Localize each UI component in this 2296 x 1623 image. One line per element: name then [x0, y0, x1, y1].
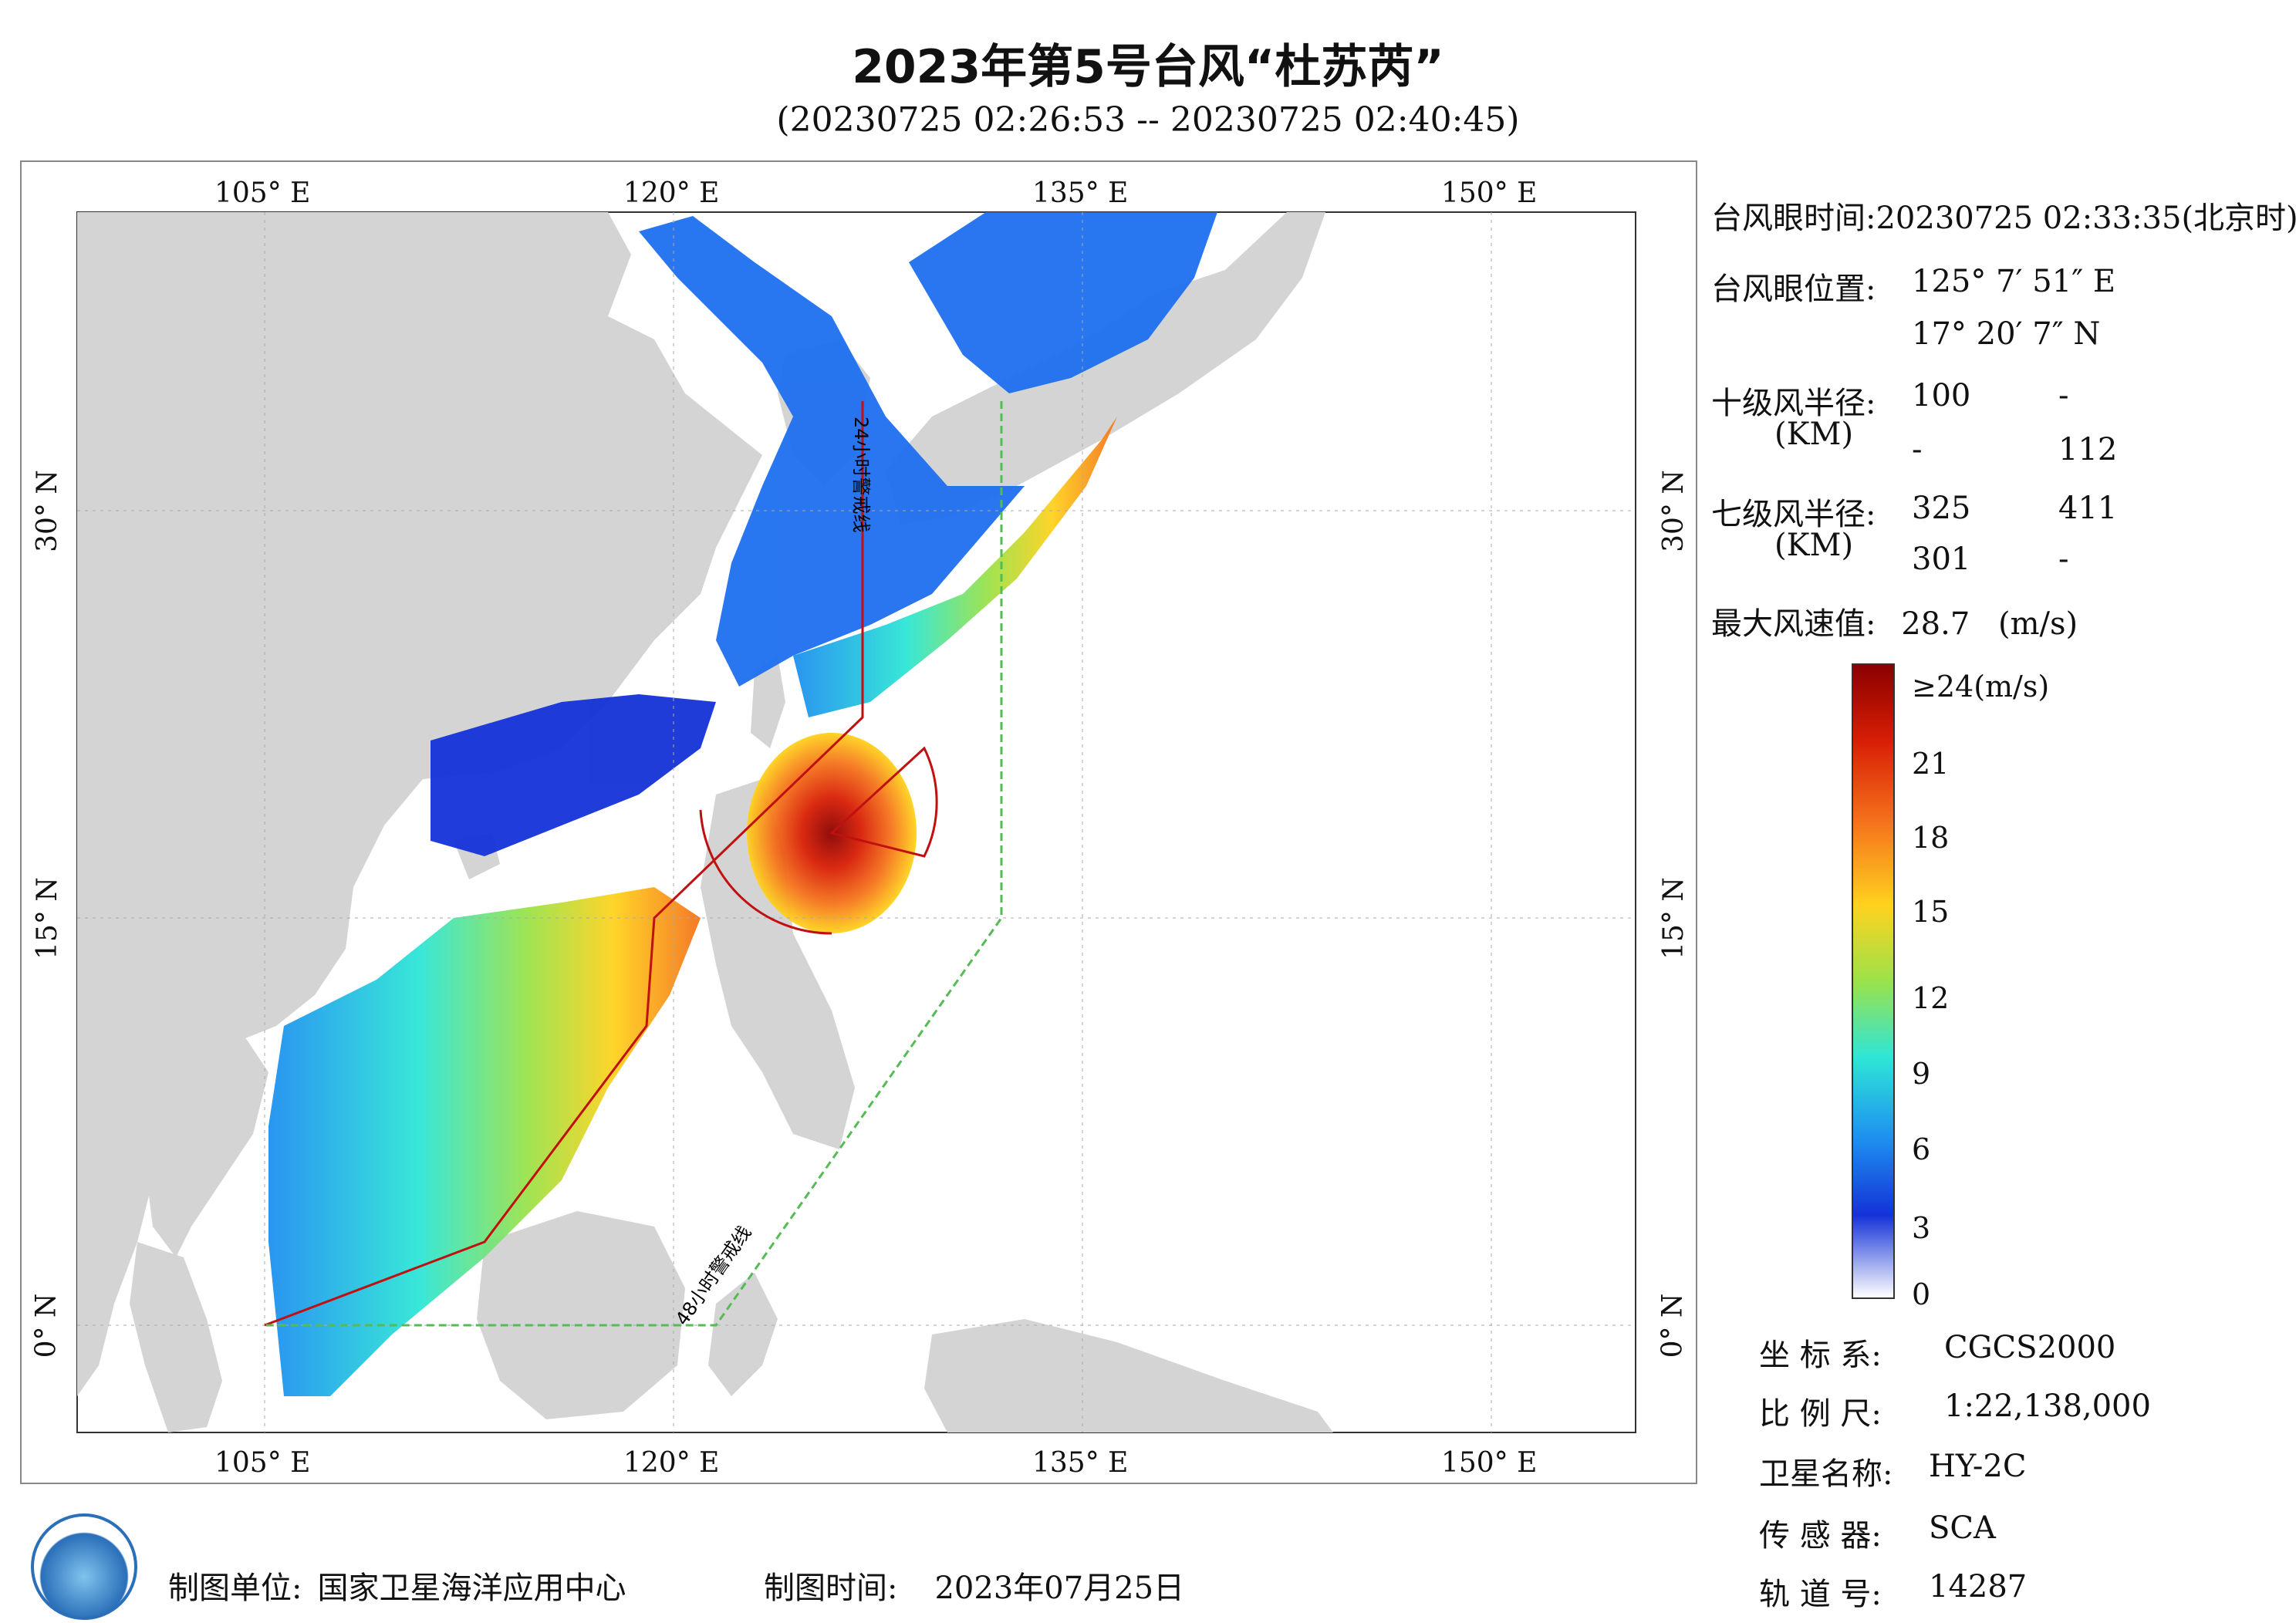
max-wind-row: 最大风速值: 28.7 (m/s) [1711, 599, 2078, 643]
colorbar [1852, 663, 1895, 1299]
eye-pos-label: 台风眼位置: [1711, 272, 1876, 307]
eye-lat-value: 17° 20′ 7″ N [1912, 316, 2101, 352]
map-frame: 24小时警戒线 48小时警戒线 105° E 120° E 135° E 150… [20, 160, 1697, 1484]
borneo [477, 1211, 685, 1419]
lon-tick-top-135: 135° E [1032, 177, 1129, 209]
r7-value-ne: 325 [1912, 491, 1971, 526]
sulawesi [708, 1273, 778, 1396]
swath-south-china-sea-upper [430, 694, 716, 856]
warning-lines [264, 401, 1003, 1327]
date-value: 2023年07月25日 [934, 1571, 1185, 1606]
colorbar-label-15: 15 [1912, 895, 1950, 929]
philippines [701, 779, 855, 1149]
warning-line-24h [264, 401, 864, 1327]
colorbar-label-3: 3 [1912, 1211, 1931, 1245]
r10-label: 十级风半径: [1711, 386, 1876, 421]
sensor-label: 传 感 器: [1759, 1518, 1882, 1554]
lat-tick-right-30: 30° N [1657, 470, 1690, 552]
map-canvas: 24小时警戒线 48小时警戒线 [76, 211, 1636, 1433]
lat-tick-right-0: 0° N [1656, 1293, 1689, 1358]
eye-time-label: 台风眼时间: [1711, 201, 1876, 236]
r10-value-ne: 100 [1912, 378, 1971, 413]
colorbar-label-18: 18 [1912, 821, 1950, 855]
graticule [77, 212, 1636, 1432]
taiwan [751, 656, 785, 748]
max-wind-value: 28.7 [1901, 606, 1970, 642]
r10-unit: (KM) [1774, 417, 1854, 452]
eye-time-value: 20230725 02:33:35(北京时) [1876, 201, 2296, 236]
orbit-label: 轨 道 号: [1759, 1577, 1882, 1612]
r10-value-se: - [2058, 378, 2069, 413]
lon-tick-bottom-120: 120° E [623, 1447, 720, 1479]
scale-value: 1:22,138,000 [1944, 1388, 2151, 1424]
lat-tick-left-0: 0° N [30, 1293, 62, 1358]
malay-peninsula [130, 1242, 222, 1432]
r10-value-sw: - [1912, 432, 1923, 467]
lon-tick-bottom-105: 105° E [214, 1447, 311, 1479]
lat-tick-left-30: 30° N [31, 470, 63, 552]
japan [886, 212, 1325, 525]
r7-value-se: 411 [2058, 491, 2118, 526]
org-row: 制图单位: 国家卫星海洋应用中心 [168, 1563, 626, 1608]
r7-value-sw: 301 [1912, 542, 1971, 577]
colorbar-label-0: 0 [1912, 1277, 1931, 1311]
r7-label: 七级风半径: [1711, 497, 1876, 532]
new-guinea [924, 1319, 1333, 1432]
satellite-label: 卫星名称: [1759, 1456, 1893, 1492]
swath-north [639, 216, 1025, 687]
colorbar-label-6: 6 [1912, 1132, 1931, 1166]
date-label: 制图时间: [764, 1571, 898, 1606]
indochina [145, 1011, 268, 1257]
swath-east [793, 417, 1117, 717]
r7-wind-circle [829, 746, 938, 858]
org-logo [31, 1513, 137, 1620]
orbit-value: 14287 [1929, 1569, 2028, 1604]
date-row: 制图时间: 2023年07月25日 [764, 1563, 1184, 1608]
sensor-value: SCA [1929, 1510, 1996, 1546]
satellite-value: HY-2C [1929, 1449, 2027, 1484]
crs-label: 坐 标 系: [1759, 1338, 1882, 1373]
lon-tick-top-120: 120° E [623, 177, 720, 209]
r7-wind-arc [699, 809, 832, 935]
org-label: 制图单位: [168, 1571, 302, 1606]
swath-japan [909, 212, 1217, 393]
colorbar-label-21: 21 [1912, 747, 1950, 781]
map-title: 2023年第5号台风“杜苏芮” [852, 40, 1444, 94]
eye-lon-value: 125° 7′ 51″ E [1912, 264, 2116, 299]
lat-tick-right-15: 15° N [1657, 877, 1690, 960]
crs-value: CGCS2000 [1944, 1330, 2116, 1365]
lon-tick-bottom-150: 150° E [1441, 1447, 1538, 1479]
lon-tick-top-105: 105° E [214, 177, 311, 209]
swath-south-china-sea-lower [268, 887, 701, 1396]
r7-unit: (KM) [1774, 528, 1854, 563]
lon-tick-top-150: 150° E [1441, 177, 1538, 209]
time-range-subtitle: (20230725 02:26:53 -- 20230725 02:40:45) [776, 100, 1520, 140]
org-value: 国家卫星海洋应用中心 [317, 1571, 626, 1606]
r7-value-nw: - [2058, 542, 2069, 577]
eye-time-row: 台风眼时间:20230725 02:33:35(北京时) [1711, 193, 2296, 238]
max-wind-unit: (m/s) [1997, 606, 2078, 642]
lat-tick-left-15: 15° N [31, 877, 63, 960]
warning-line-48h [265, 401, 1003, 1327]
r10-value-nw: 112 [2058, 432, 2118, 467]
asia-mainland [77, 212, 762, 1396]
colorbar-label-12: 12 [1912, 981, 1950, 1015]
lon-tick-bottom-135: 135° E [1032, 1447, 1129, 1479]
colorbar-label-9: 9 [1912, 1057, 1931, 1091]
max-wind-label: 最大风速值: [1711, 606, 1876, 642]
warning-24h-label: 24小时警戒线 [850, 417, 872, 533]
wind-swath [268, 212, 1217, 1396]
colorbar-label-24: ≥24(m/s) [1912, 670, 2050, 704]
scale-label: 比 例 尺: [1759, 1396, 1882, 1432]
